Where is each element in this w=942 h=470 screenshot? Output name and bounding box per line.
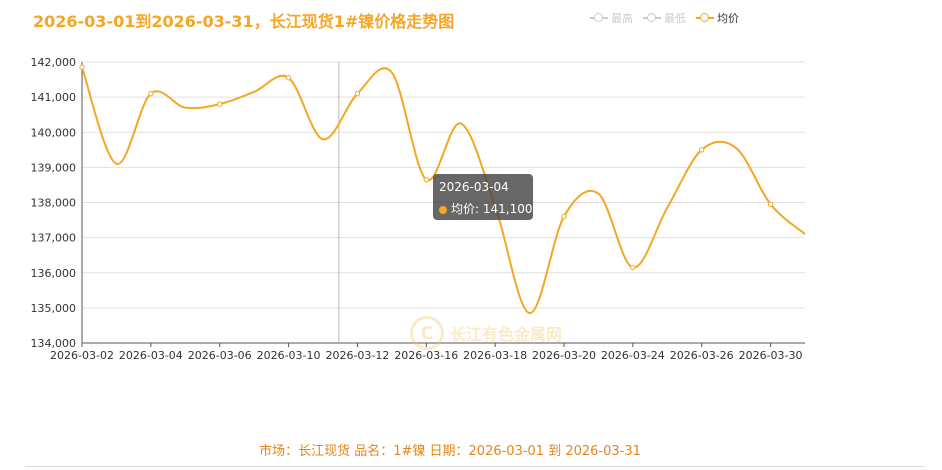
legend-item-avg[interactable]: 均价 — [696, 10, 739, 26]
x-tick-label: 2026-03-20 — [532, 349, 596, 362]
watermark-logo-icon: C — [410, 316, 444, 350]
x-tick-label: 2026-03-12 — [325, 349, 389, 362]
x-tick-label: 2026-03-16 — [394, 349, 458, 362]
legend-label-avg: 均价 — [717, 12, 739, 25]
y-tick-label: 142,000 — [31, 56, 77, 69]
y-tick-label: 136,000 — [31, 267, 77, 280]
series-line-avg — [81, 66, 806, 315]
data-point — [79, 64, 85, 70]
x-tick-label: 2026-03-18 — [463, 349, 527, 362]
chart-tooltip: 2026-03-04 均价: 141,100 — [433, 174, 533, 220]
tooltip-value-row: 均价: 141,100 — [439, 200, 532, 217]
divider — [25, 466, 925, 467]
tooltip-date: 2026-03-04 — [439, 180, 509, 194]
watermark: C 长江有色金属网 — [410, 316, 562, 350]
y-tick-label: 140,000 — [31, 126, 77, 139]
x-tick-label: 2026-03-30 — [739, 349, 803, 362]
x-tick-label: 2026-03-04 — [119, 349, 183, 362]
legend-label-low: 最低 — [664, 12, 686, 25]
legend-item-low[interactable]: 最低 — [643, 10, 686, 26]
y-tick-label: 141,000 — [31, 91, 77, 104]
data-point — [699, 147, 705, 153]
data-point — [354, 90, 361, 97]
data-point — [630, 264, 636, 271]
chart-legend: 最高 最低 均价 — [590, 10, 749, 26]
legend-line-circle-icon — [696, 13, 714, 23]
x-tick-label: 2026-03-26 — [670, 349, 734, 362]
chart-title: 2026-03-01到2026-03-31，长江现货1#镍价格走势图 — [33, 12, 455, 31]
tooltip-value: 均价: 141,100 — [451, 202, 533, 216]
data-point — [561, 213, 567, 220]
data-point — [148, 90, 154, 97]
watermark-text: 长江有色金属网 — [450, 325, 563, 344]
y-tick-label: 135,000 — [31, 302, 77, 315]
y-tick-label: 138,000 — [31, 197, 77, 210]
legend-label-high: 最高 — [611, 12, 633, 25]
data-point — [217, 101, 223, 107]
y-tick-label: 134,000 — [31, 337, 77, 350]
y-tick-label: 137,000 — [31, 232, 77, 245]
chart-footer: 市场：长江现货 品名：1#镍 日期：2026-03-01 到 2026-03-3… — [259, 444, 641, 459]
x-tick-label: 2026-03-10 — [257, 349, 321, 362]
data-point — [285, 75, 292, 81]
x-tick-label: 2026-03-02 — [50, 349, 114, 362]
y-tick-label: 139,000 — [31, 161, 77, 174]
tooltip-series-dot-icon — [439, 205, 447, 214]
legend-line-circle-icon — [590, 13, 608, 23]
data-point — [767, 201, 774, 207]
legend-line-circle-icon — [643, 13, 661, 23]
x-tick-label: 2026-03-06 — [188, 349, 252, 362]
data-point — [423, 176, 429, 183]
x-tick-label: 2026-03-24 — [601, 349, 665, 362]
legend-item-high[interactable]: 最高 — [590, 10, 633, 26]
